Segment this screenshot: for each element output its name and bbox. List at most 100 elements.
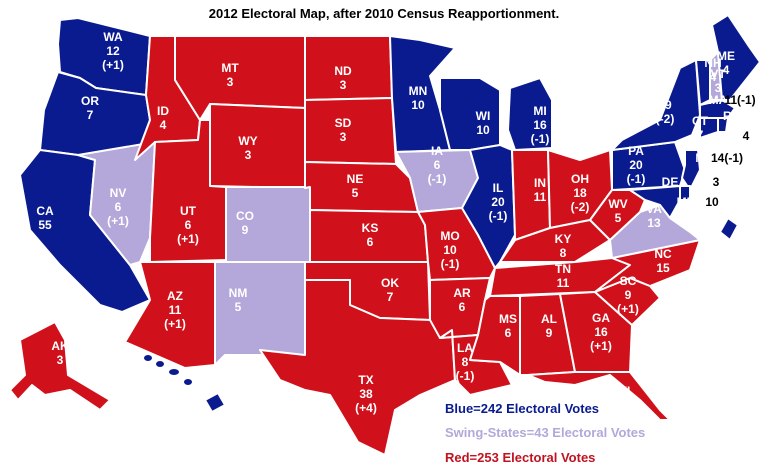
label-vt-abbr: VT bbox=[710, 67, 726, 81]
label-id-abbr: ID bbox=[157, 104, 169, 118]
state-ut[interactable] bbox=[149, 119, 227, 263]
label-wi-votes: 10 bbox=[476, 123, 490, 137]
legend-swing: Swing-States=43 Electoral Votes bbox=[445, 425, 646, 440]
label-ks-votes: 6 bbox=[367, 235, 374, 249]
label-nm-abbr: NM bbox=[229, 286, 248, 300]
state-co[interactable] bbox=[225, 186, 311, 263]
label-ut-votes: 6 bbox=[185, 218, 192, 232]
label-fl-change: (+2) bbox=[616, 412, 638, 426]
label-de-votes: 3 bbox=[713, 175, 720, 189]
label-sd-votes: 3 bbox=[340, 130, 347, 144]
state-il[interactable] bbox=[461, 144, 516, 269]
label-ne-votes: 5 bbox=[352, 186, 359, 200]
state-dc[interactable] bbox=[719, 217, 739, 241]
label-pa-abbr: PA bbox=[628, 144, 644, 158]
state-nc[interactable] bbox=[594, 239, 701, 293]
label-mi-change: (-1) bbox=[531, 132, 550, 146]
label-va-votes: 13 bbox=[647, 216, 661, 230]
label-me-abbr: ME bbox=[717, 49, 735, 63]
label-co-votes: 9 bbox=[242, 223, 249, 237]
label-md-abbr: MD bbox=[677, 195, 696, 209]
state-md[interactable] bbox=[629, 185, 681, 219]
label-az-change: (+1) bbox=[164, 317, 186, 331]
label-ia-change: (-1) bbox=[428, 172, 447, 186]
label-fl-votes: 29 bbox=[620, 398, 634, 412]
label-nv-votes: 6 bbox=[115, 200, 122, 214]
hawaii-island-1 bbox=[144, 355, 152, 361]
state-ct[interactable] bbox=[699, 117, 719, 139]
label-co-abbr: CO bbox=[236, 209, 254, 223]
state-wi[interactable] bbox=[439, 77, 501, 151]
label-mo-change: (-1) bbox=[441, 257, 460, 271]
label-sc-change: (+1) bbox=[617, 302, 639, 316]
label-il-change: (-1) bbox=[489, 209, 508, 223]
label-la-abbr: LA bbox=[457, 341, 473, 355]
label-ks-abbr: KS bbox=[362, 221, 379, 235]
state-tx[interactable] bbox=[259, 279, 456, 456]
legend-red: Red=253 Electoral Votes bbox=[445, 450, 596, 465]
state-mi[interactable] bbox=[507, 77, 553, 151]
label-vt-votes: 3 bbox=[715, 81, 722, 95]
label-nv-change: (+1) bbox=[107, 214, 129, 228]
label-sc-votes: 9 bbox=[625, 288, 632, 302]
label-ga-votes: 16 bbox=[594, 325, 608, 339]
label-ct-abbr: CT bbox=[692, 114, 709, 128]
label-md-votes: 10 bbox=[705, 195, 719, 209]
label-wy-votes: 3 bbox=[245, 148, 252, 162]
label-ut-abbr: UT bbox=[180, 204, 197, 218]
label-ga-change: (+1) bbox=[590, 339, 612, 353]
label-oh-votes: 18 bbox=[573, 186, 587, 200]
label-dc-abbr: DC bbox=[731, 204, 749, 218]
label-mi-abbr: MI bbox=[533, 104, 546, 118]
state-hi[interactable] bbox=[204, 392, 226, 413]
label-ny-votes: 29 bbox=[658, 98, 672, 112]
label-in-votes: 11 bbox=[534, 190, 547, 204]
label-ia-abbr: IA bbox=[431, 144, 443, 158]
label-hi-votes: 4 bbox=[197, 402, 204, 416]
legend-blue: Blue=242 Electoral Votes bbox=[445, 401, 600, 416]
label-al-abbr: AL bbox=[541, 312, 557, 326]
state-ak[interactable] bbox=[9, 321, 111, 411]
state-fl[interactable] bbox=[527, 371, 671, 421]
label-ok-abbr: OK bbox=[381, 276, 399, 290]
label-mo-abbr: MO bbox=[440, 229, 459, 243]
label-sc-abbr: SC bbox=[620, 274, 637, 288]
label-nd-votes: 3 bbox=[340, 78, 347, 92]
hawaii-island-3 bbox=[169, 369, 179, 375]
label-ms-votes: 6 bbox=[505, 326, 512, 340]
hawaii-island-4 bbox=[184, 379, 192, 385]
label-mt-abbr: MT bbox=[221, 61, 239, 75]
label-nv-abbr: NV bbox=[110, 186, 127, 200]
label-az-abbr: AZ bbox=[167, 289, 183, 303]
label-nj-votes: 14(-1) bbox=[711, 151, 743, 165]
label-wa-abbr: WA bbox=[103, 30, 123, 44]
label-or-abbr: OR bbox=[81, 94, 99, 108]
label-pa-votes: 20 bbox=[629, 158, 643, 172]
label-tx-votes: 38 bbox=[359, 387, 373, 401]
label-wi-abbr: WI bbox=[476, 109, 491, 123]
state-ny[interactable] bbox=[611, 59, 701, 151]
label-ky-abbr: KY bbox=[555, 232, 572, 246]
label-mt-votes: 3 bbox=[227, 75, 234, 89]
state-sd[interactable] bbox=[304, 97, 397, 165]
label-al-votes: 9 bbox=[546, 326, 553, 340]
state-va[interactable] bbox=[609, 204, 701, 259]
label-nc-abbr: NC bbox=[654, 247, 672, 261]
label-ri-abbr: RI bbox=[723, 109, 735, 123]
label-ms-abbr: MS bbox=[499, 312, 517, 326]
label-sd-abbr: SD bbox=[335, 116, 352, 130]
label-ga-abbr: GA bbox=[592, 311, 610, 325]
state-ga[interactable] bbox=[559, 291, 633, 373]
label-de-abbr: DE bbox=[662, 175, 679, 189]
label-ak-abbr: AK bbox=[51, 339, 69, 353]
label-wv-abbr: WV bbox=[608, 197, 627, 211]
label-ny-abbr: NY bbox=[657, 84, 674, 98]
label-id-votes: 4 bbox=[160, 118, 167, 132]
state-ma[interactable] bbox=[699, 99, 736, 119]
label-la-votes: 8 bbox=[462, 355, 469, 369]
state-ne[interactable] bbox=[304, 161, 419, 213]
label-tx-change: (+4) bbox=[355, 401, 377, 415]
label-wa-votes: 12 bbox=[106, 44, 120, 58]
label-la-change: (-1) bbox=[456, 369, 475, 383]
